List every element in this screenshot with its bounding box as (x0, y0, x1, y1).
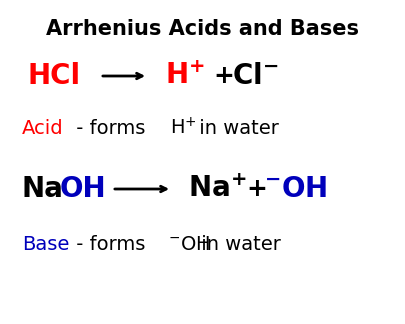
Text: $\mathbf{Cl}^{\mathbf{-}}$: $\mathbf{Cl}^{\mathbf{-}}$ (231, 62, 278, 90)
Text: +: + (213, 64, 233, 88)
Text: HCl: HCl (28, 62, 81, 90)
Text: +: + (245, 177, 266, 201)
Text: - forms: - forms (70, 235, 151, 253)
Text: Base: Base (22, 235, 69, 253)
Text: - forms: - forms (70, 119, 151, 137)
Text: $^{\mathbf{-}}\mathbf{OH}$: $^{\mathbf{-}}\mathbf{OH}$ (263, 175, 327, 203)
Text: $\mathbf{Na}^{\mathbf{+}}$: $\mathbf{Na}^{\mathbf{+}}$ (188, 175, 246, 203)
Text: Arrhenius Acids and Bases: Arrhenius Acids and Bases (47, 19, 358, 39)
Text: Acid: Acid (22, 119, 64, 137)
Text: in water: in water (192, 119, 278, 137)
Text: $^{-}\mathrm{OH}$: $^{-}\mathrm{OH}$ (168, 235, 210, 253)
Text: $\mathrm{H}^{+}$: $\mathrm{H}^{+}$ (170, 117, 196, 139)
Text: OH: OH (60, 175, 107, 203)
Text: in water: in water (194, 235, 280, 253)
Text: $\mathbf{H}^{\mathbf{+}}$: $\mathbf{H}^{\mathbf{+}}$ (164, 62, 205, 90)
Text: Na: Na (22, 175, 64, 203)
